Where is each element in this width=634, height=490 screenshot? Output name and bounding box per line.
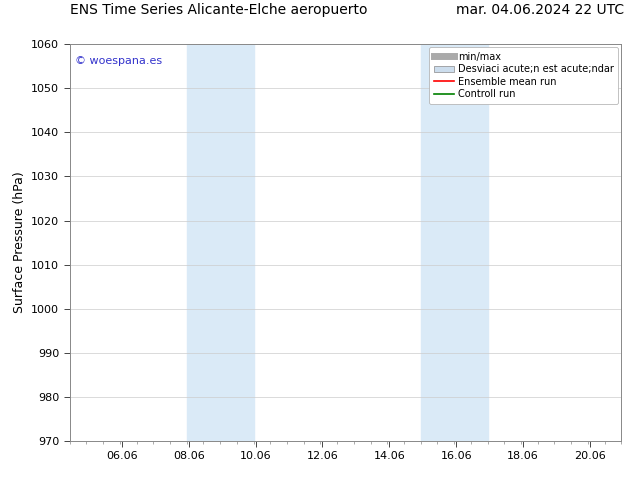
Legend: min/max, Desviaci acute;n est acute;ndar, Ensemble mean run, Controll run: min/max, Desviaci acute;n est acute;ndar… — [429, 47, 618, 104]
Y-axis label: Surface Pressure (hPa): Surface Pressure (hPa) — [13, 172, 25, 314]
Text: ENS Time Series Alicante-Elche aeropuerto: ENS Time Series Alicante-Elche aeropuert… — [70, 3, 367, 17]
Text: mar. 04.06.2024 22 UTC: mar. 04.06.2024 22 UTC — [456, 3, 624, 17]
Text: © woespana.es: © woespana.es — [75, 56, 162, 66]
Bar — [421, 44, 488, 441]
Bar — [187, 44, 254, 441]
